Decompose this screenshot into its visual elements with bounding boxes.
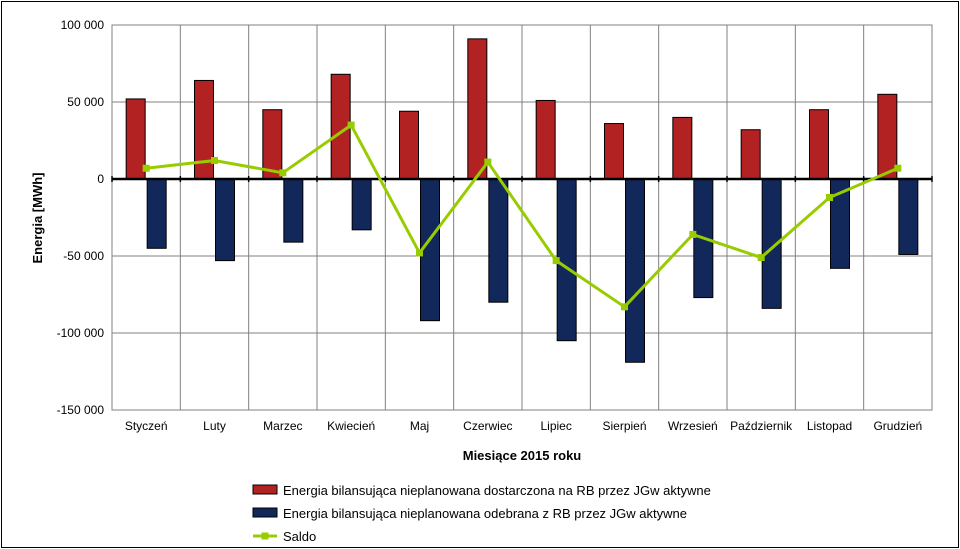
bar-received-12 <box>898 178 919 255</box>
legend-label-3: Saldo <box>283 529 316 544</box>
legend-swatch-2 <box>252 507 278 518</box>
saldo-point-11 <box>826 193 833 201</box>
legend-label-1: Energia bilansująca nieplanowana dostarc… <box>283 483 711 498</box>
saldo-point-2 <box>211 157 218 165</box>
x-tick-label: Luty <box>203 419 226 433</box>
saldo-point-6 <box>484 158 492 166</box>
bar-supplied-10 <box>740 129 761 180</box>
bar-received-4 <box>351 178 372 231</box>
x-tick-label: Maj <box>410 419 429 433</box>
y-tick-label: -50 000 <box>63 249 104 263</box>
bar-supplied-8 <box>604 123 624 180</box>
saldo-point-10 <box>757 254 765 262</box>
x-tick-label: Styczeń <box>125 419 168 433</box>
bar-supplied-6 <box>467 38 488 180</box>
x-tick-label: Lipiec <box>540 419 571 433</box>
legend-label-2: Energia bilansująca nieplanowana odebran… <box>283 506 687 521</box>
y-tick-label: 50 000 <box>67 95 104 109</box>
x-tick-label: Sierpień <box>602 419 646 433</box>
saldo-point-4 <box>347 121 355 129</box>
x-tick-label: Kwiecień <box>327 419 375 433</box>
saldo-point-3 <box>279 169 287 177</box>
x-tick-label: Listopad <box>807 419 852 433</box>
y-tick-label: -100 000 <box>57 326 105 340</box>
y-tick-label: -150 000 <box>57 403 105 417</box>
saldo-line <box>145 122 899 309</box>
bar-supplied-12 <box>877 93 898 180</box>
y-tick-label: 0 <box>97 172 104 186</box>
x-axis-title: Miesiące 2015 roku <box>463 448 582 463</box>
saldo-point-5 <box>416 249 423 257</box>
x-tick-label: Czerwiec <box>463 419 512 433</box>
saldo-point-8 <box>621 303 628 311</box>
saldo-point-12 <box>894 164 902 172</box>
legend-swatch-1 <box>252 484 278 495</box>
saldo-point-7 <box>552 257 560 265</box>
x-tick-label: Marzec <box>263 419 302 433</box>
y-axis-title: Energia [MWh] <box>30 173 45 264</box>
x-tick-label: Październik <box>730 419 793 433</box>
bar-supplied-7 <box>535 99 556 180</box>
bar-supplied-1 <box>125 98 146 180</box>
saldo-point-9 <box>689 230 697 238</box>
y-tick-label: 100 000 <box>61 18 105 32</box>
legend-swatch-marker <box>261 532 269 540</box>
bar-received-7 <box>556 178 577 342</box>
bar-received-1 <box>146 178 167 249</box>
bar-supplied-2 <box>194 79 214 180</box>
bar-supplied-11 <box>809 109 829 180</box>
bar-supplied-5 <box>399 110 419 180</box>
bar-received-2 <box>215 178 235 262</box>
bar-received-8 <box>625 178 645 363</box>
bar-supplied-9 <box>672 116 693 180</box>
x-tick-label: Grudzień <box>873 419 922 433</box>
x-tick-label: Wrzesień <box>668 419 718 433</box>
bar-received-3 <box>283 178 304 243</box>
bar-received-6 <box>488 178 509 303</box>
saldo-point-1 <box>142 164 150 172</box>
